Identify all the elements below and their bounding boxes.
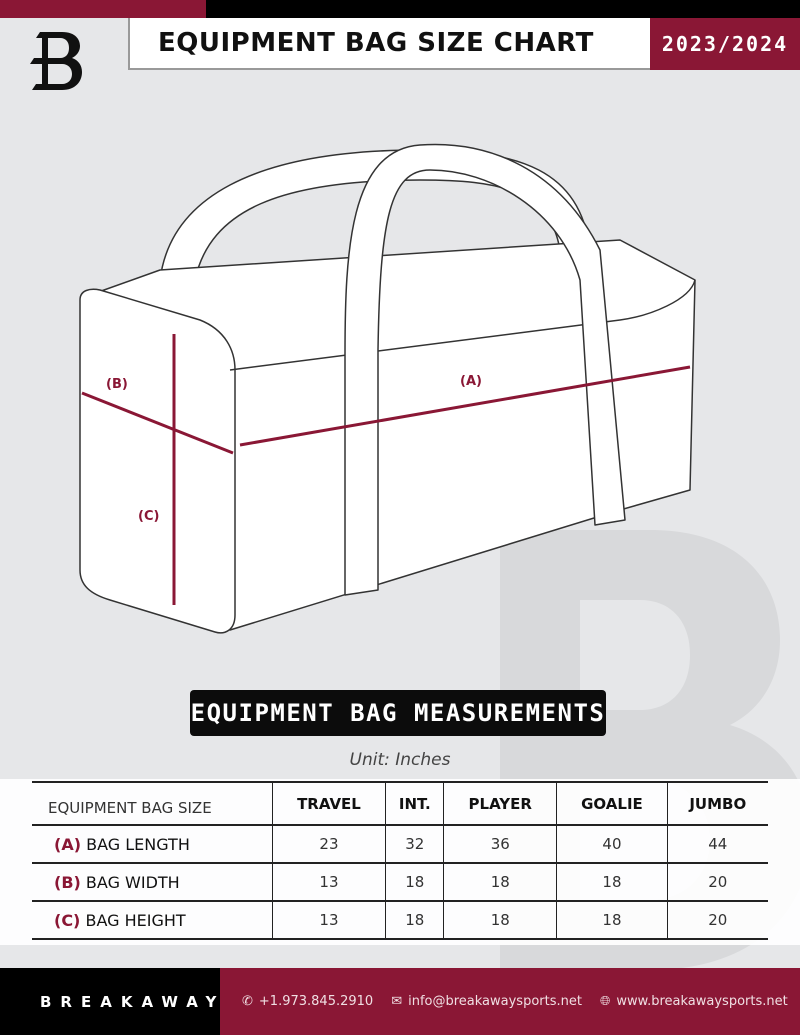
footer-brand: BREAKAWAY [0, 968, 220, 1035]
cell: 13 [271, 901, 386, 939]
mail-icon: ✉ [391, 994, 403, 1009]
email-contact[interactable]: ✉ info@breakawaysports.net [391, 994, 582, 1009]
globe-icon: 🌐︎ [599, 994, 611, 1009]
phone-icon: ✆ [242, 994, 253, 1009]
measurements-heading-box: EQUIPMENT BAG MEASUREMENTS [190, 690, 606, 736]
cell: 36 [443, 825, 557, 863]
cell: 44 [666, 825, 768, 863]
phone-contact[interactable]: ✆ +1.973.845.2910 [242, 994, 374, 1009]
cell: 18 [385, 863, 444, 901]
breakaway-logo [30, 32, 82, 90]
website-link[interactable]: 🌐︎ www.breakawaysports.net [599, 994, 788, 1009]
length-line [239, 365, 691, 447]
corner-header: EQUIPMENT BAG SIZE [48, 798, 212, 817]
top-black-bar [206, 0, 800, 18]
cell: 20 [666, 901, 768, 939]
cell: 18 [443, 863, 557, 901]
row-label: (B) BAG WIDTH [54, 872, 180, 892]
col-goalie: GOALIE [556, 782, 668, 825]
label-a: (A) [460, 374, 482, 389]
cell: 20 [666, 863, 768, 901]
cell: 18 [556, 901, 668, 939]
bag-diagram: (A) (B) (C) [79, 143, 696, 634]
season-label: 2023/2024 [661, 32, 789, 56]
col-travel: TRAVEL [271, 782, 386, 825]
cell: 40 [556, 825, 668, 863]
bag-end-panel [79, 288, 236, 634]
cell: 18 [385, 901, 444, 939]
measurements-heading: EQUIPMENT BAG MEASUREMENTS [190, 699, 606, 727]
table-row: (B) BAG WIDTH 13 18 18 18 20 [32, 863, 768, 901]
front-handle [344, 143, 626, 596]
table-header-row: EQUIPMENT BAG SIZE TRAVEL INT. PLAYER GO… [32, 782, 768, 825]
brand-name: BREAKAWAY [40, 992, 226, 1011]
col-int: INT. [385, 782, 444, 825]
cell: 18 [443, 901, 557, 939]
width-line [81, 391, 234, 455]
label-b: (B) [106, 377, 128, 392]
size-table: EQUIPMENT BAG SIZE TRAVEL INT. PLAYER GO… [32, 781, 768, 940]
table-row: (A) BAG LENGTH 23 32 36 40 44 [32, 825, 768, 863]
season-box: 2023/2024 [650, 18, 800, 70]
col-player: PLAYER [443, 782, 557, 825]
unit-label: Unit: Inches [349, 750, 451, 770]
cell: 18 [556, 863, 668, 901]
cell: 32 [385, 825, 444, 863]
table-row: (C) BAG HEIGHT 13 18 18 18 20 [32, 901, 768, 939]
row-label: (A) BAG LENGTH [54, 834, 190, 854]
cell: 13 [271, 863, 386, 901]
footer-contact: ✆ +1.973.845.2910 ✉ info@breakawaysports.n… [220, 968, 800, 1035]
cell: 23 [271, 825, 386, 863]
col-jumbo: JUMBO [666, 782, 768, 825]
page-title: EQUIPMENT BAG SIZE CHART [158, 28, 594, 58]
row-label: (C) BAG HEIGHT [54, 910, 186, 930]
title-box: EQUIPMENT BAG SIZE CHART [128, 18, 650, 70]
label-c: (C) [138, 509, 159, 524]
top-accent-bar [0, 0, 206, 18]
